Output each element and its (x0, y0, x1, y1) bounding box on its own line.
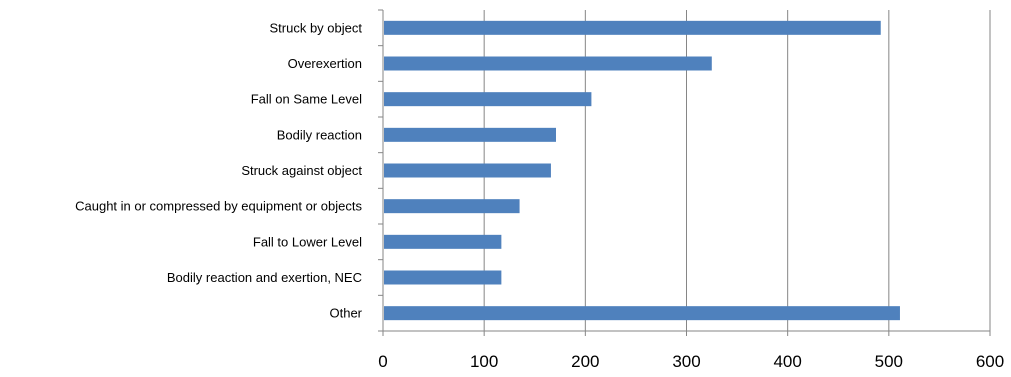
category-label: Caught in or compressed by equipment or … (75, 199, 362, 214)
category-label: Overexertion (288, 56, 362, 71)
bar (384, 163, 551, 178)
bar (384, 20, 881, 35)
category-label: Fall to Lower Level (253, 234, 362, 249)
bar (384, 234, 502, 249)
x-tick-label: 200 (571, 352, 599, 371)
x-tick-label: 500 (875, 352, 903, 371)
category-label: Struck against object (241, 163, 362, 178)
bar (384, 199, 520, 214)
bar (384, 306, 900, 321)
bar (384, 56, 712, 71)
bar (384, 92, 592, 107)
category-label: Fall on Same Level (251, 92, 362, 107)
x-tick-label: 600 (976, 352, 1004, 371)
bar (384, 270, 502, 285)
category-label: Bodily reaction (277, 127, 362, 142)
x-tick-label: 100 (470, 352, 498, 371)
x-tick-label: 400 (773, 352, 801, 371)
bar (384, 127, 556, 142)
category-label: Struck by object (270, 20, 363, 35)
x-tick-label: 0 (378, 352, 387, 371)
category-label: Bodily reaction and exertion, NEC (167, 270, 362, 285)
x-tick-label: 300 (672, 352, 700, 371)
category-label: Other (329, 306, 362, 321)
